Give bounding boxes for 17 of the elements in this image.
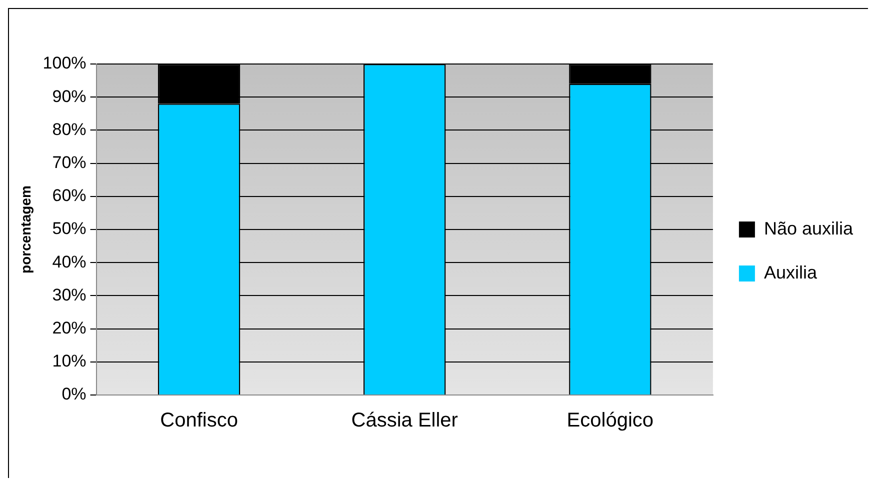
y-tick-label: 100% bbox=[42, 54, 86, 73]
y-tick-label: 70% bbox=[52, 152, 86, 172]
x-tick-label: Ecológico bbox=[566, 410, 654, 432]
legend-label: Auxilia bbox=[764, 262, 818, 282]
y-tick-label: 0% bbox=[62, 384, 86, 404]
x-tick-label: Cássia Eller bbox=[351, 410, 458, 432]
y-tick-label: 90% bbox=[52, 86, 86, 106]
y-tick-label: 60% bbox=[52, 186, 86, 206]
y-tick-label: 50% bbox=[52, 219, 86, 238]
legend-label: Não auxilia bbox=[764, 218, 854, 238]
y-axis-title: porcentagem bbox=[17, 186, 34, 274]
y-tick-label: 10% bbox=[52, 352, 86, 371]
y-tick-label: 20% bbox=[52, 318, 86, 338]
y-tick-label: 30% bbox=[52, 285, 86, 304]
y-tick-label: 40% bbox=[52, 252, 86, 272]
x-tick-label: Confisco bbox=[160, 410, 238, 432]
y-tick-label: 80% bbox=[52, 120, 86, 139]
